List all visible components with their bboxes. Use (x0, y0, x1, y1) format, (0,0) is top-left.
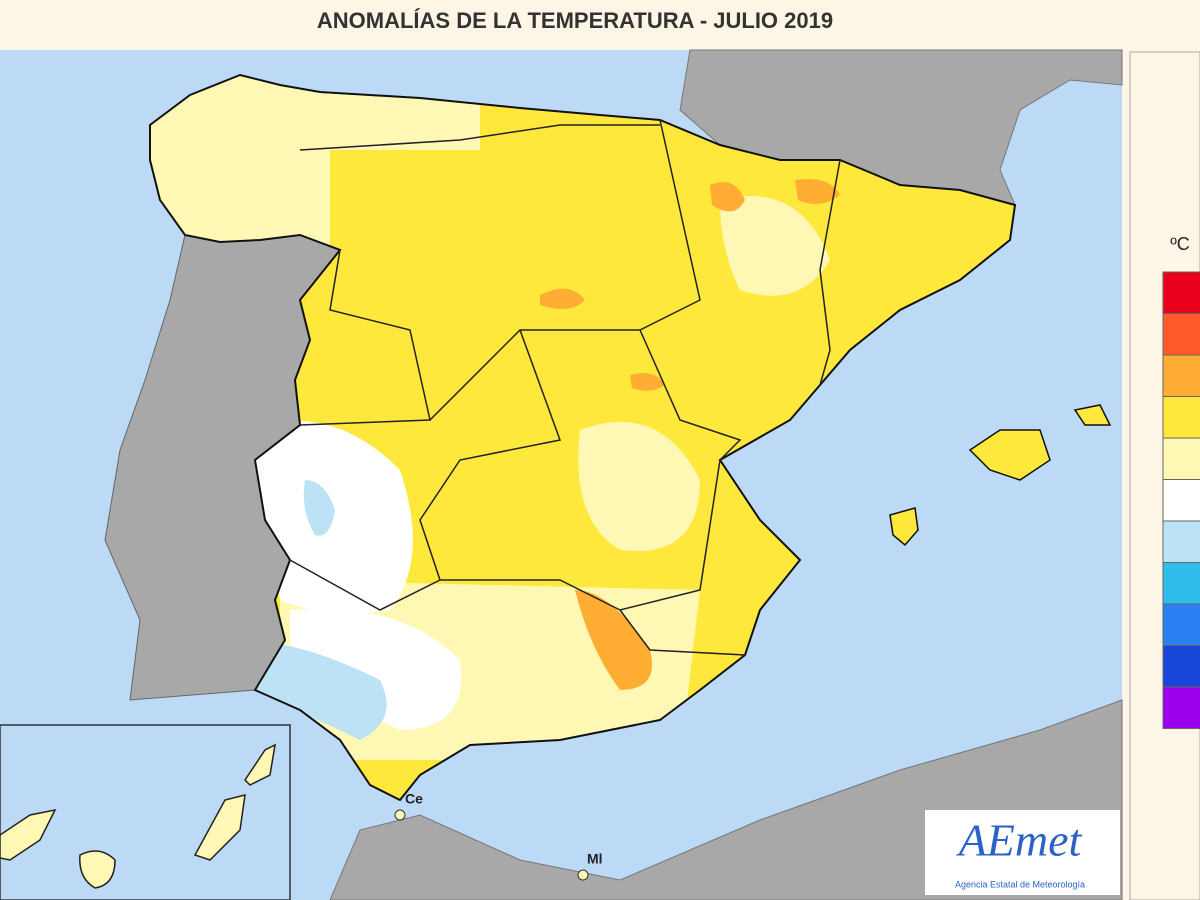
spain-outline (149, 73, 1017, 802)
city-label: Ml (587, 851, 603, 867)
legend-swatch (1162, 520, 1200, 563)
legend-swatch (1162, 603, 1200, 646)
legend-swatch (1162, 479, 1200, 522)
title: ANOMALÍAS DE LA TEMPERATURA - JULIO 2019 (317, 8, 833, 33)
legend-swatches (1162, 271, 1200, 729)
region-borders (289, 119, 841, 656)
legend-swatch (1162, 686, 1200, 729)
legend-swatch (1162, 562, 1200, 605)
anomaly-cool (240, 480, 387, 740)
balearic-islands (889, 404, 1112, 547)
legend-swatch (1162, 271, 1200, 314)
legend-swatch (1162, 313, 1200, 356)
canary-islands (0, 743, 276, 889)
melilla (577, 869, 589, 881)
legend-swatch (1162, 354, 1200, 397)
city-label: Ce (405, 791, 423, 807)
legend-unit: ºC (1170, 234, 1190, 254)
logo-subtitle: Agencia Estatal de Meteorología (955, 879, 1085, 889)
logo-box (925, 810, 1120, 895)
legend-swatch (1162, 645, 1200, 688)
title-bar (0, 0, 1200, 46)
legend-swatch (1162, 396, 1200, 439)
spain-anomalies (150, 75, 1015, 800)
anomaly-light (578, 196, 830, 552)
legend-swatch (1162, 437, 1200, 480)
anomaly-light (150, 75, 480, 250)
logo-name: AEmet (956, 815, 1083, 866)
ceuta (394, 809, 406, 821)
